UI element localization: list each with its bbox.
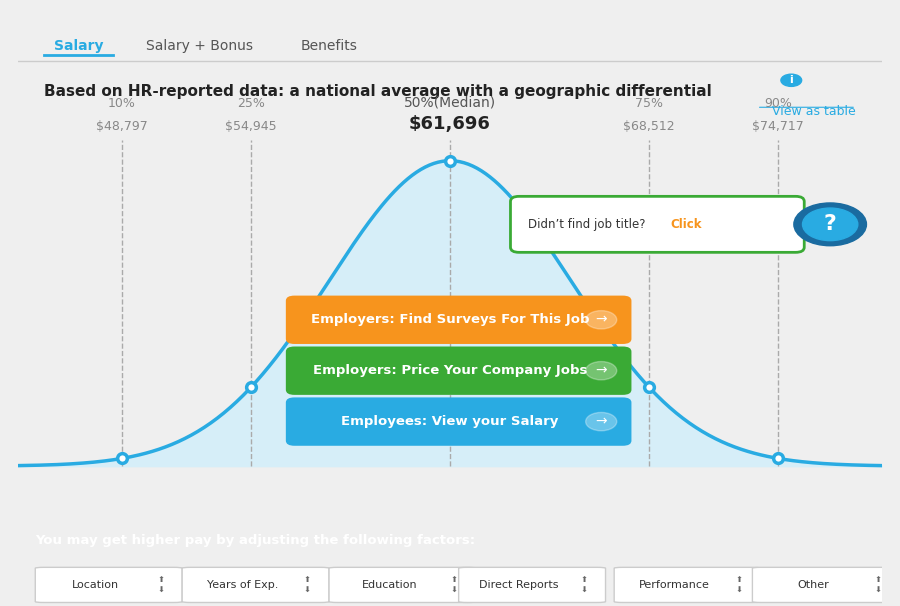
Text: Location: Location	[72, 580, 120, 590]
Text: ⬆
⬇: ⬆ ⬇	[874, 575, 881, 594]
Text: Salary + Bonus: Salary + Bonus	[146, 39, 253, 53]
FancyBboxPatch shape	[286, 398, 632, 446]
Text: Other: Other	[797, 580, 829, 590]
Text: 25%: 25%	[238, 97, 266, 110]
Circle shape	[794, 203, 867, 245]
FancyBboxPatch shape	[510, 196, 805, 252]
Text: ⬆
⬇: ⬆ ⬇	[451, 575, 458, 594]
Text: You may get higher pay by adjusting the following factors:: You may get higher pay by adjusting the …	[35, 534, 475, 547]
Text: →: →	[596, 415, 607, 428]
Text: Click: Click	[670, 218, 702, 231]
Circle shape	[781, 74, 802, 87]
Text: ⬆
⬇: ⬆ ⬇	[304, 575, 310, 594]
Text: ⬆
⬇: ⬆ ⬇	[158, 575, 164, 594]
FancyBboxPatch shape	[614, 567, 761, 602]
Text: Employers: Price Your Company Jobs: Employers: Price Your Company Jobs	[313, 364, 587, 377]
Circle shape	[586, 362, 616, 380]
Text: $54,945: $54,945	[226, 120, 277, 133]
Text: Employers: Find Surveys For This Job: Employers: Find Surveys For This Job	[310, 313, 590, 326]
Text: Salary: Salary	[54, 39, 104, 53]
Text: Based on HR-reported data: a national average with a geographic differential: Based on HR-reported data: a national av…	[44, 84, 712, 99]
Text: Years of Exp.: Years of Exp.	[207, 580, 278, 590]
Text: ⬆
⬇: ⬆ ⬇	[580, 575, 588, 594]
Text: ⬆
⬇: ⬆ ⬇	[736, 575, 742, 594]
Text: $68,512: $68,512	[623, 120, 674, 133]
Text: ?: ?	[824, 215, 837, 235]
Circle shape	[803, 208, 858, 241]
Text: Education: Education	[362, 580, 418, 590]
Text: i: i	[789, 75, 793, 85]
Text: 75%: 75%	[634, 97, 662, 110]
Text: Performance: Performance	[639, 580, 710, 590]
Text: Direct Reports: Direct Reports	[480, 580, 559, 590]
Text: →: →	[596, 313, 607, 327]
Circle shape	[586, 311, 616, 329]
Text: $61,696: $61,696	[410, 115, 490, 133]
Text: 50%(Median): 50%(Median)	[404, 96, 496, 110]
Circle shape	[586, 413, 616, 431]
FancyBboxPatch shape	[459, 567, 606, 602]
Text: $48,797: $48,797	[95, 120, 148, 133]
Text: Benefits: Benefits	[301, 39, 357, 53]
FancyBboxPatch shape	[286, 296, 632, 344]
FancyBboxPatch shape	[35, 567, 182, 602]
Text: 90%: 90%	[764, 97, 792, 110]
FancyBboxPatch shape	[329, 567, 476, 602]
FancyBboxPatch shape	[182, 567, 329, 602]
Text: Employees: View your Salary: Employees: View your Salary	[341, 415, 559, 428]
Text: View as table: View as table	[772, 105, 856, 118]
Text: Didn’t find job title?: Didn’t find job title?	[527, 218, 649, 231]
Text: →: →	[596, 364, 607, 378]
Text: $74,717: $74,717	[752, 120, 805, 133]
FancyBboxPatch shape	[752, 567, 899, 602]
FancyBboxPatch shape	[286, 347, 632, 395]
Text: 10%: 10%	[108, 97, 136, 110]
